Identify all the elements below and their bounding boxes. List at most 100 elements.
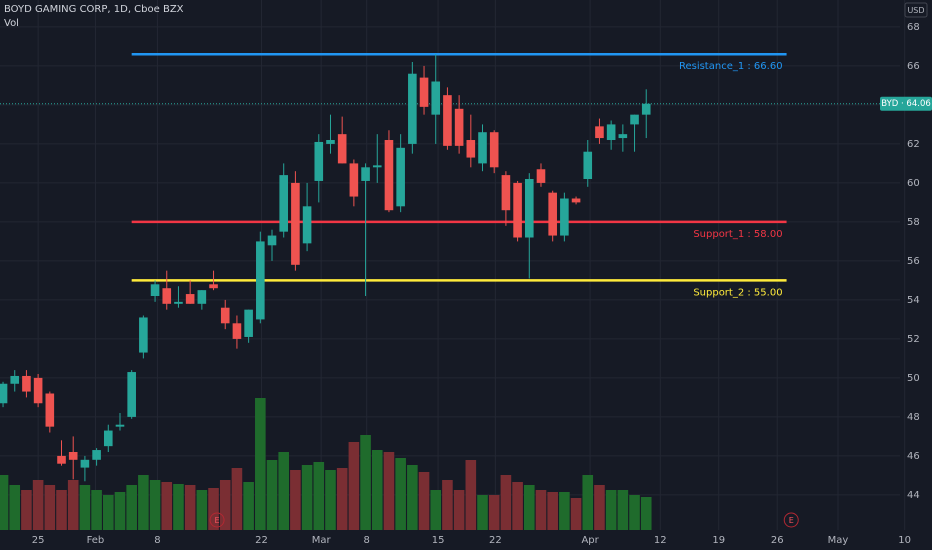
event-marker bbox=[783, 512, 799, 528]
candle-body bbox=[22, 375, 31, 392]
volume-bar bbox=[266, 460, 278, 530]
volume-bar bbox=[360, 435, 371, 530]
volume-bar bbox=[430, 490, 442, 530]
candle-body bbox=[115, 424, 125, 427]
candle-body bbox=[57, 455, 66, 464]
levels-layer: Resistance_1 : 66.60 Support_1 : 58.00 Sup… bbox=[0, 52, 900, 298]
candles-layer bbox=[0, 54, 651, 482]
volume-bar bbox=[231, 468, 243, 530]
volume-bar bbox=[290, 470, 301, 530]
currency[interactable]: USD bbox=[907, 6, 924, 15]
candle-body bbox=[150, 284, 160, 297]
volume-bar bbox=[138, 475, 149, 530]
volume-bar bbox=[102, 495, 114, 530]
currency-box[interactable] bbox=[904, 2, 928, 18]
volume-bar bbox=[465, 460, 477, 530]
x-tick-label: 12 bbox=[654, 535, 667, 546]
y-tick-label: 48 bbox=[907, 412, 920, 423]
candle-body bbox=[419, 77, 429, 107]
candle-body bbox=[68, 452, 78, 460]
volume-bar bbox=[208, 488, 219, 530]
volume-bar bbox=[535, 490, 547, 530]
x-tick-label: 19 bbox=[712, 535, 725, 546]
volume-bar bbox=[161, 482, 173, 530]
candle-body bbox=[361, 167, 370, 181]
y-tick-label: 60 bbox=[907, 178, 920, 189]
volume-bar bbox=[477, 495, 488, 530]
volume-bar bbox=[395, 458, 406, 530]
candle-body bbox=[267, 235, 277, 246]
x-tick-label: Feb bbox=[87, 535, 105, 546]
candle-body bbox=[337, 134, 347, 164]
volume-bar bbox=[559, 492, 570, 530]
x-tick-label: 8 bbox=[154, 535, 160, 546]
volume-bar bbox=[0, 475, 9, 530]
level-label: Support_2 : 55.00 bbox=[693, 287, 782, 298]
volume-bar bbox=[301, 465, 313, 530]
volume-bar bbox=[547, 492, 558, 530]
volume-layer bbox=[0, 398, 652, 530]
x-tick-label: 25 bbox=[32, 535, 45, 546]
volume-bar bbox=[617, 490, 629, 530]
x-tick-label: 22 bbox=[489, 535, 502, 546]
candle-body bbox=[174, 301, 183, 304]
candle-body bbox=[384, 140, 394, 211]
candle-body bbox=[349, 163, 359, 197]
volume-bar bbox=[488, 495, 500, 530]
volume-bar bbox=[184, 485, 196, 530]
volume-bar bbox=[336, 468, 348, 530]
volume-bar bbox=[582, 475, 594, 530]
level-label: Support_1 : 58.00 bbox=[693, 229, 782, 240]
volume-bar bbox=[32, 480, 44, 530]
y-tick-label: 46 bbox=[907, 451, 920, 462]
candle-body bbox=[326, 140, 335, 144]
chart-subtitle: Vol bbox=[4, 18, 19, 29]
volume-bar bbox=[348, 442, 360, 530]
x-tick-label: May bbox=[828, 535, 849, 546]
volume-bar bbox=[56, 490, 67, 530]
candle-body bbox=[291, 182, 300, 265]
volume-bar bbox=[383, 452, 395, 530]
candle-body bbox=[478, 132, 487, 164]
volume-bar bbox=[523, 485, 535, 530]
last-price-box bbox=[880, 96, 932, 111]
candle-body bbox=[0, 383, 8, 404]
x-tick-label: Mar bbox=[312, 535, 332, 546]
candle-body bbox=[606, 124, 616, 141]
y-tick-label: 66 bbox=[907, 61, 920, 72]
volume-bar bbox=[629, 495, 640, 530]
candle-body bbox=[314, 141, 324, 181]
candle-body bbox=[396, 147, 405, 207]
y-tick-label: 56 bbox=[907, 256, 920, 267]
candle-body bbox=[501, 175, 511, 211]
candle-body bbox=[45, 393, 55, 427]
candle-body bbox=[10, 375, 20, 384]
candle-body bbox=[279, 175, 289, 232]
candle-body bbox=[209, 284, 218, 289]
level-label: Resistance_1 : 66.60 bbox=[679, 61, 783, 72]
volume-bar bbox=[44, 485, 56, 530]
volume-bar bbox=[570, 498, 582, 530]
candle-body bbox=[302, 206, 312, 244]
volume-bar bbox=[313, 462, 325, 530]
x-tick-label: Apr bbox=[581, 535, 599, 546]
axis-layer: 4446485052545658606264666825Feb822Mar815… bbox=[32, 22, 932, 546]
candle-body bbox=[466, 140, 476, 158]
volume-bar bbox=[91, 490, 102, 530]
volume-bar bbox=[9, 485, 21, 530]
event-label: E bbox=[215, 516, 220, 525]
candle-body bbox=[560, 198, 569, 236]
y-tick-label: 52 bbox=[907, 334, 920, 345]
x-tick-label: 10 bbox=[898, 535, 911, 546]
candle-body bbox=[244, 309, 253, 337]
volume-bar bbox=[371, 450, 383, 530]
volume-bar bbox=[67, 480, 79, 530]
candle-body bbox=[443, 95, 452, 146]
candle-body bbox=[513, 182, 522, 238]
volume-bar bbox=[278, 452, 290, 530]
candle-body bbox=[618, 134, 628, 139]
volume-bar bbox=[418, 472, 430, 530]
candle-body bbox=[220, 307, 230, 324]
